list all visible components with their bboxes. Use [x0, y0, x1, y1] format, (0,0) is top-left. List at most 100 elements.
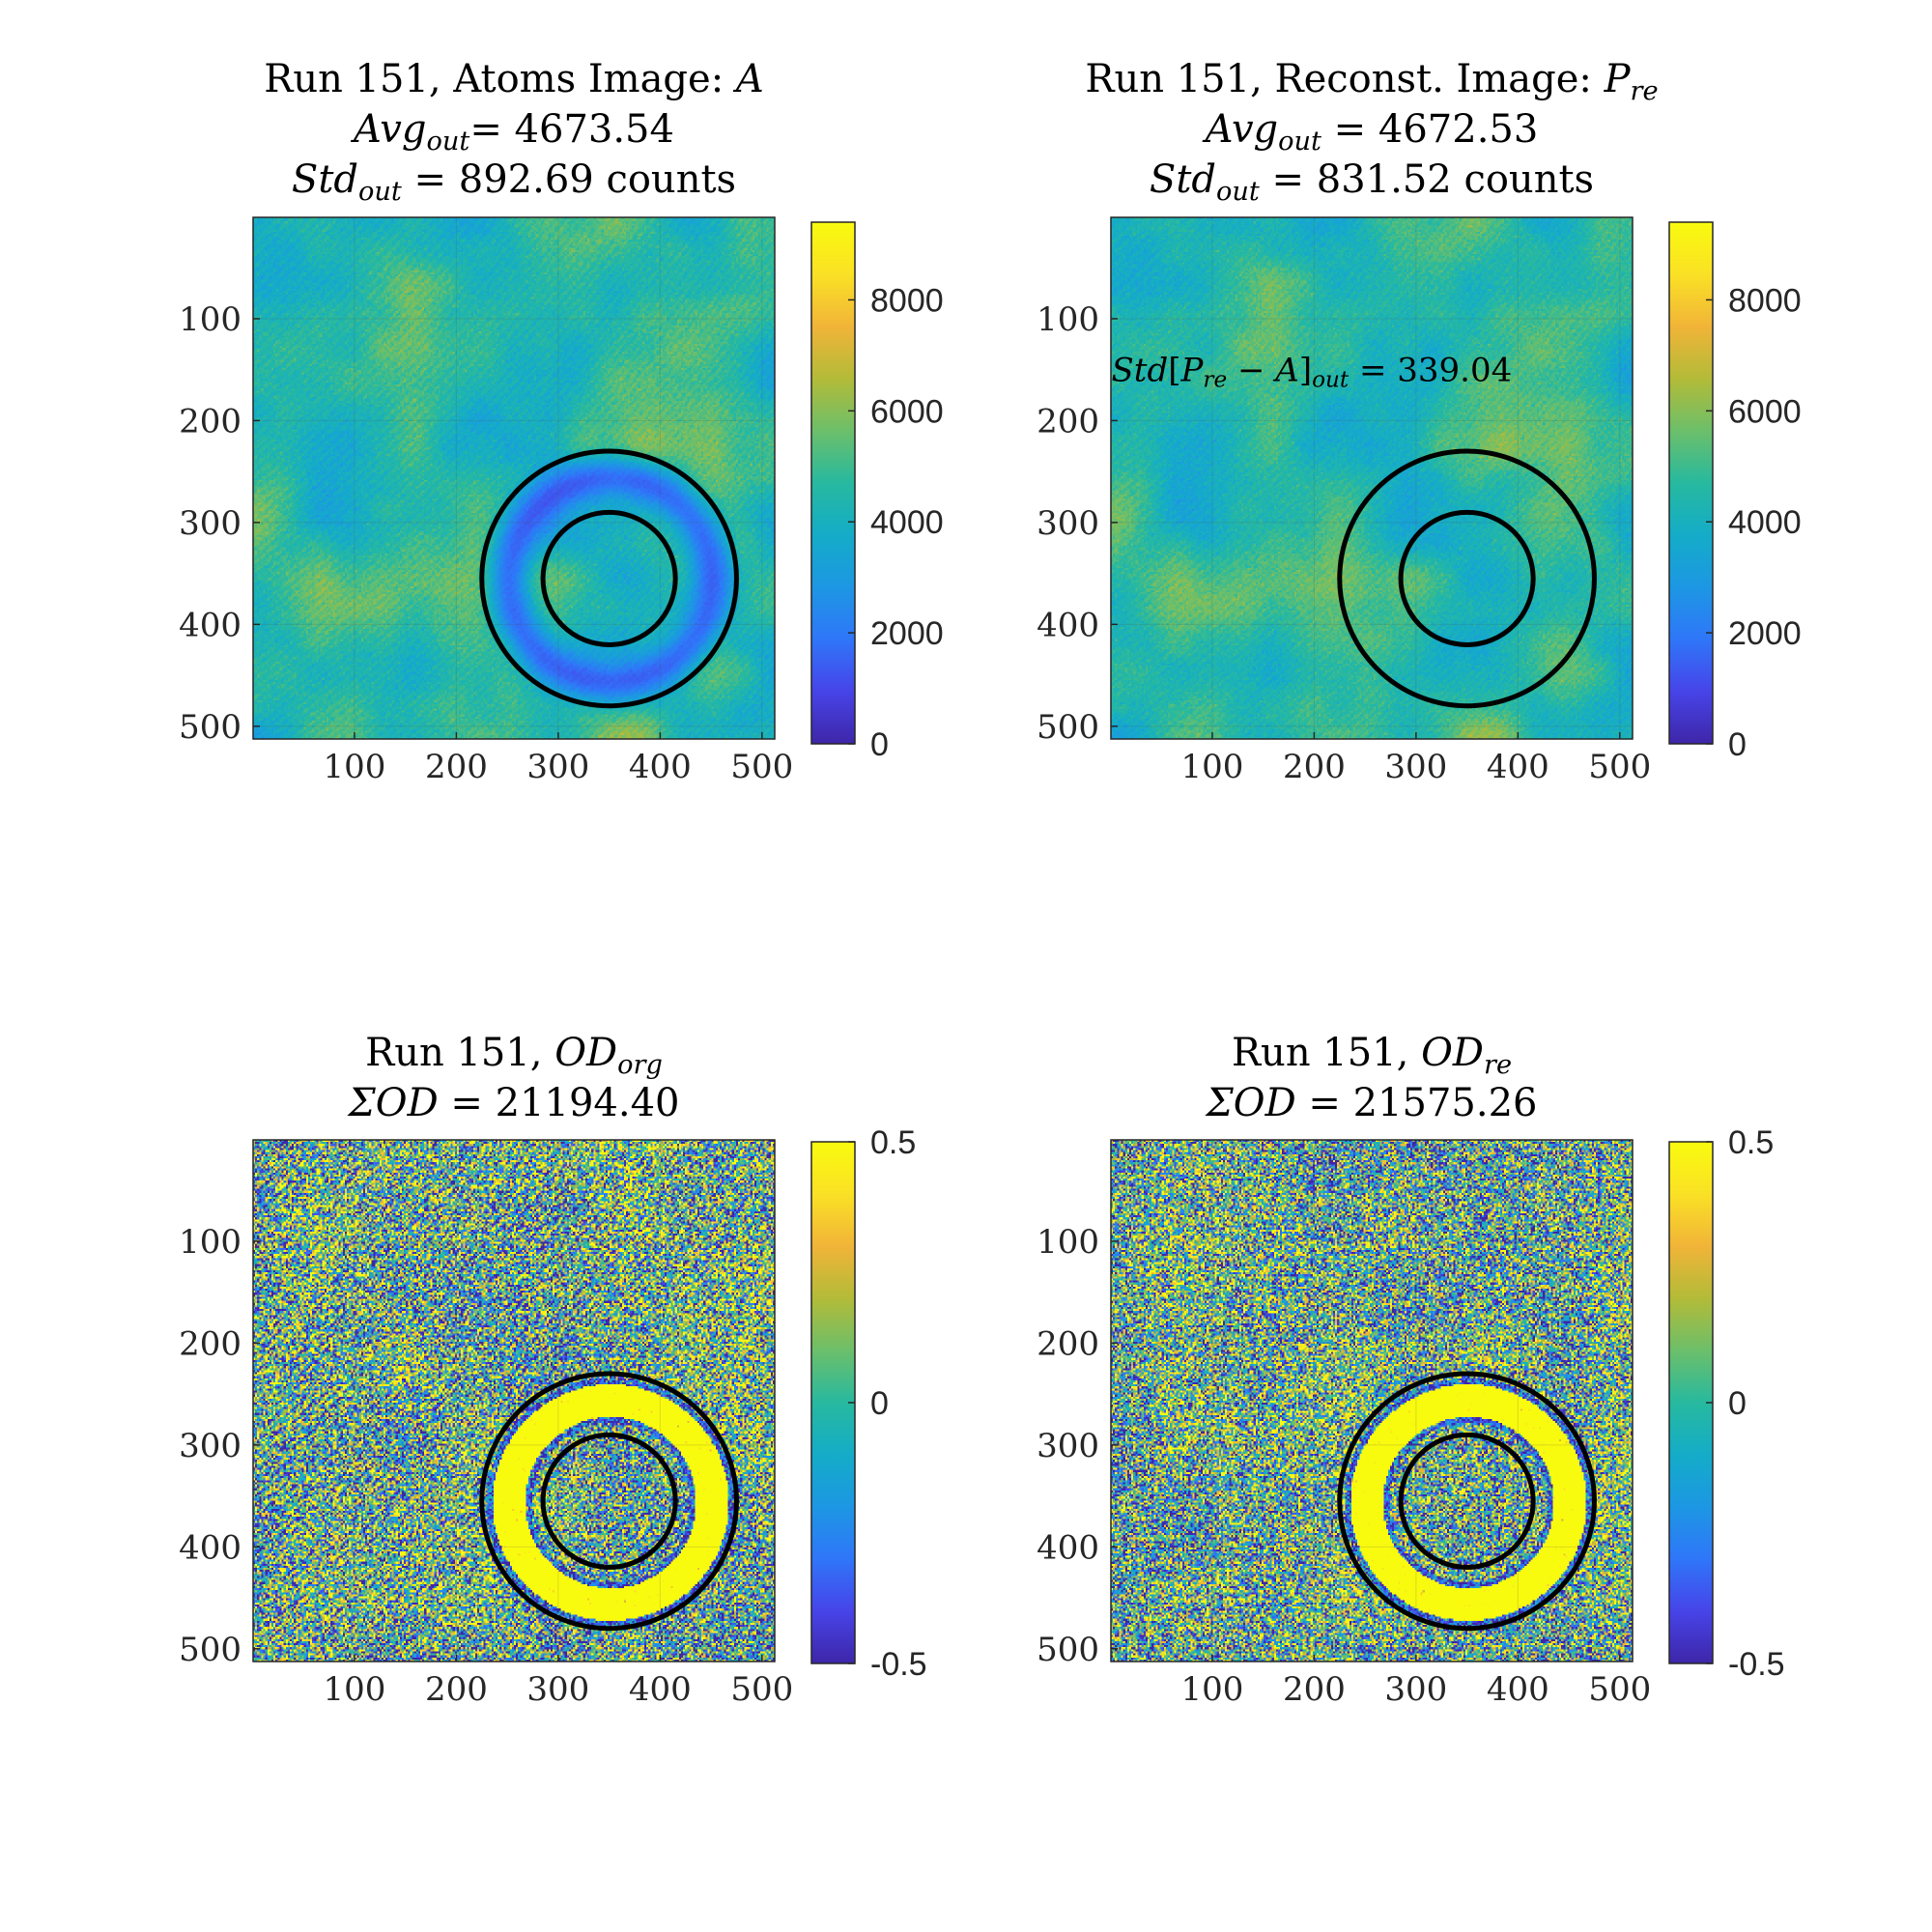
colorbar-tick-label: 6000 [1728, 393, 1802, 430]
colorbar-tick-label: 0 [1728, 1385, 1747, 1422]
chart-title-line: ΣOD = 21575.26 [1205, 1081, 1538, 1125]
chart-title-line-part: = 4673.54 [469, 107, 674, 152]
x-tick-label: 100 [1180, 748, 1243, 786]
axes-box [252, 1139, 776, 1662]
x-tick-label: 500 [1588, 1670, 1651, 1709]
annotation-part: − [1227, 352, 1275, 390]
inner-circle [540, 1432, 678, 1570]
chart-title-line-part: re [1631, 76, 1659, 106]
axes-box [1110, 1139, 1634, 1662]
chart-title-line: Avgout= 4673.54 [350, 107, 674, 156]
x-tick-label: 500 [730, 1670, 793, 1709]
colorbar-tick-label: 0 [870, 726, 889, 763]
chart-title-line-part: out [427, 127, 470, 156]
y-tick-label: 500 [179, 708, 242, 747]
colorbar [1668, 221, 1714, 745]
chart-title-line-part: Std [292, 157, 358, 202]
colorbar-tick-label: 8000 [870, 282, 944, 319]
y-tick-label: 400 [1037, 1528, 1099, 1567]
annotation-part: [ [1168, 352, 1180, 390]
chart-title-line-part: Std [1150, 157, 1216, 202]
x-tick-label: 400 [629, 1670, 692, 1709]
colorbar-tick-label: 2000 [870, 615, 944, 652]
colorbar-tick-label: 8000 [1728, 282, 1802, 319]
chart-title-line: ΣOD = 21194.40 [347, 1081, 680, 1125]
x-tick-label: 500 [730, 748, 793, 786]
x-tick-label: 100 [1180, 1670, 1243, 1709]
chart-title-line: Run 151, Atoms Image: A [264, 57, 764, 101]
y-tick-label: 500 [179, 1631, 242, 1669]
inner-circle [540, 509, 678, 647]
y-tick-label: 500 [1037, 708, 1099, 747]
chart-title-line-part: out [1278, 127, 1321, 156]
x-tick-label: 200 [425, 1670, 488, 1709]
y-tick-label: 400 [179, 606, 242, 644]
chart-title-line-part: out [1216, 177, 1260, 207]
chart-title-line-part: = 21194.40 [439, 1081, 680, 1125]
chart-title-line: Run 151, Reconst. Image: Pre [1085, 57, 1658, 106]
chart-title-line: Avgout = 4672.53 [1202, 107, 1539, 156]
chart-title-line-part: ΣOD [1205, 1081, 1296, 1125]
x-tick-label: 300 [1384, 748, 1447, 786]
outer-circle [479, 1371, 739, 1632]
x-tick-label: 200 [1283, 1670, 1346, 1709]
y-tick-label: 300 [1037, 1427, 1099, 1465]
outer-circle [1337, 1371, 1597, 1632]
x-tick-label: 300 [526, 1670, 589, 1709]
chart-title-line-part: = 21575.26 [1296, 1081, 1538, 1125]
x-tick-label: 300 [1384, 1670, 1447, 1709]
axes-box [252, 216, 776, 740]
chart-title-line: Run 151, ODre [1232, 1031, 1512, 1080]
colorbar-tick-label: 6000 [870, 393, 944, 430]
chart-title-line: Stdout = 831.52 counts [1150, 157, 1594, 207]
chart-title-line-part: = 831.52 counts [1260, 157, 1594, 202]
colorbar-tick-label: 4000 [870, 504, 944, 541]
colorbar-tick-label: 4000 [1728, 504, 1802, 541]
annotation-part: Std [1112, 352, 1169, 390]
annotation-part: = 339.04 [1349, 352, 1512, 390]
y-tick-label: 100 [179, 1223, 242, 1262]
y-tick-label: 300 [179, 504, 242, 543]
annotation-part: out [1312, 368, 1350, 393]
annotation-part: re [1203, 368, 1227, 393]
chart-title-line-part: out [358, 177, 402, 207]
annotation: Std[Pre − A]out = 339.04 [1112, 352, 1513, 393]
x-tick-label: 400 [1487, 1670, 1549, 1709]
y-tick-label: 100 [1037, 1223, 1099, 1262]
chart-title-line-part: A [732, 57, 764, 101]
y-tick-label: 200 [179, 402, 242, 440]
chart-title-line-part: = 4672.53 [1321, 107, 1538, 152]
chart-title-line-part: P [1604, 57, 1632, 101]
x-tick-label: 300 [526, 748, 589, 786]
x-tick-label: 400 [1487, 748, 1549, 786]
y-tick-label: 200 [179, 1324, 242, 1363]
y-tick-label: 300 [179, 1427, 242, 1465]
x-tick-label: 200 [1283, 748, 1346, 786]
y-tick-label: 400 [1037, 606, 1099, 644]
y-tick-label: 400 [179, 1528, 242, 1567]
x-tick-label: 100 [323, 748, 385, 786]
colorbar-tick-label: 0.5 [870, 1124, 916, 1161]
x-tick-label: 400 [629, 748, 692, 786]
chart-title-line-part: = 892.69 counts [402, 157, 736, 202]
chart-title-line-part: Run 151, Reconst. Image: [1085, 57, 1604, 101]
y-tick-label: 100 [1037, 300, 1099, 339]
chart-title-line-part: OD [1421, 1031, 1484, 1075]
colorbar-tick-label: -0.5 [1728, 1646, 1785, 1683]
outer-circle [479, 448, 739, 709]
chart-title-line: Stdout = 892.69 counts [292, 157, 736, 207]
y-tick-label: 200 [1037, 1324, 1099, 1363]
panel-1: Run 151, Atoms Image: A Avgout= 4673.54St… [179, 57, 944, 786]
chart-title-line-part: Run 151, [365, 1031, 554, 1075]
colorbar-tick-label: 2000 [1728, 615, 1802, 652]
chart-title-line-part: org [617, 1050, 663, 1080]
chart-title-line-part: re [1484, 1050, 1512, 1080]
colorbar [810, 221, 856, 745]
x-tick-label: 500 [1588, 748, 1651, 786]
colorbar-tick-label: 0.5 [1728, 1124, 1774, 1161]
inner-circle [1398, 509, 1536, 647]
